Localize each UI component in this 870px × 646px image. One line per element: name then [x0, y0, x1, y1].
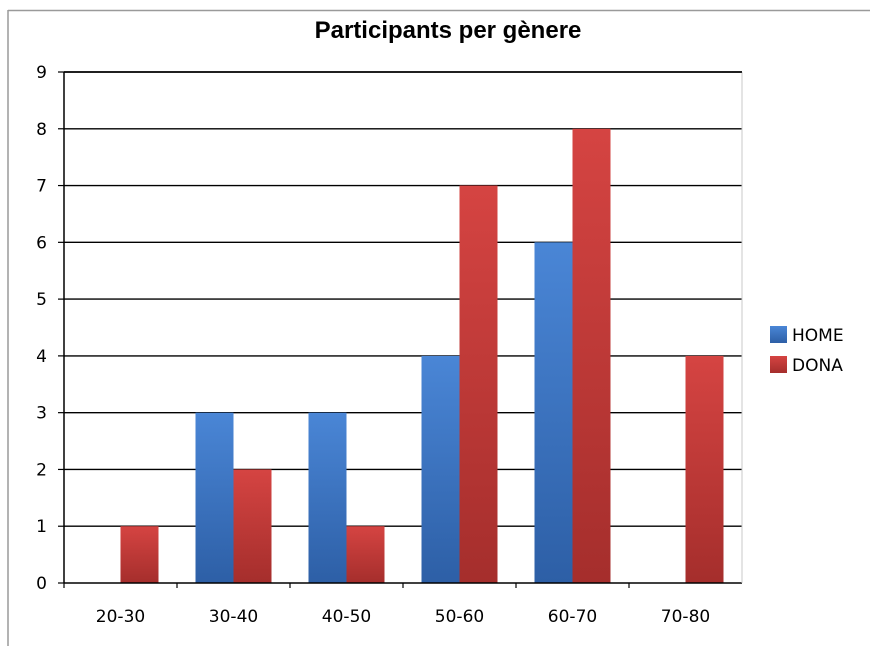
chart-title: Participants per gènere: [315, 17, 582, 44]
legend-label-home: HOME: [792, 326, 844, 346]
legend-label-dona: DONA: [792, 356, 843, 376]
bar-dona-20-30: [120, 526, 159, 583]
bar-dona-40-50: [346, 526, 385, 583]
x-tick-labels: 20-30 30-40 40-50 50-60 60-70 70-80: [96, 607, 710, 627]
bar-home-30-40: [195, 412, 234, 583]
y-tick-label: 8: [36, 120, 47, 140]
gridlines: [64, 71, 742, 527]
legend: HOME DONA: [770, 326, 844, 376]
y-tick-label: 1: [36, 517, 47, 537]
bar-home-50-60: [421, 355, 460, 583]
bar-dona-70-80: [685, 355, 724, 583]
y-tick-label: 5: [36, 290, 47, 310]
bar-home-40-50: [308, 412, 347, 583]
y-tick-label: 0: [36, 574, 47, 594]
bar-dona-50-60: [459, 185, 498, 584]
x-tick-label: 20-30: [96, 607, 145, 627]
bar-home-60-70: [534, 242, 573, 584]
legend-swatch-dona: [770, 356, 787, 373]
x-tick-label: 30-40: [209, 607, 258, 627]
y-tick-label: 4: [36, 347, 47, 367]
y-tick-label: 2: [36, 460, 47, 480]
bar-dona-60-70: [572, 128, 611, 583]
bar-dona-30-40: [233, 469, 272, 583]
legend-swatch-home: [770, 326, 787, 343]
x-tick-label: 70-80: [661, 607, 710, 627]
bars: [120, 128, 724, 584]
axes: [58, 71, 743, 588]
y-tick-label: 3: [36, 404, 47, 424]
y-tick-label: 9: [36, 63, 47, 83]
y-tick-labels: 0 1 2 3 4 5 6 7 8 9: [36, 63, 47, 594]
x-tick-label: 40-50: [322, 607, 371, 627]
y-tick-label: 7: [36, 177, 47, 197]
y-tick-label: 6: [36, 233, 47, 253]
x-tick-label: 50-60: [435, 607, 484, 627]
x-tick-label: 60-70: [548, 607, 597, 627]
